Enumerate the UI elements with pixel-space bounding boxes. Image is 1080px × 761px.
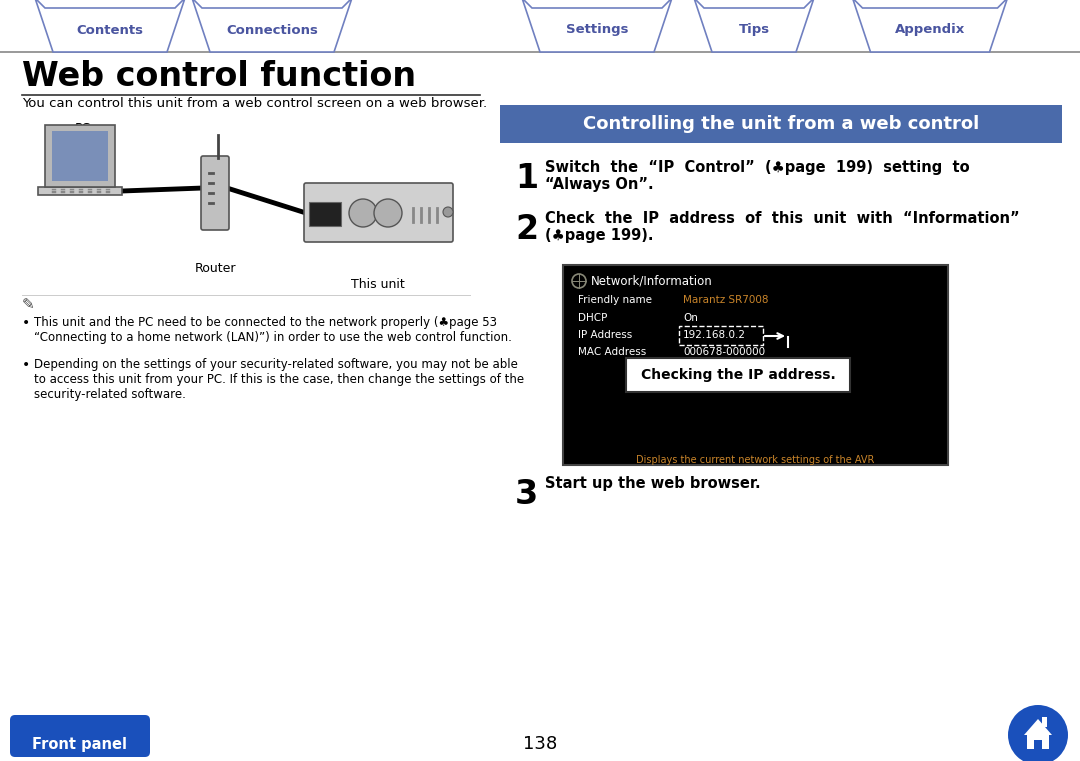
Circle shape — [349, 199, 377, 227]
Text: Start up the web browser.: Start up the web browser. — [545, 476, 760, 491]
Text: Front panel: Front panel — [32, 737, 127, 752]
Text: ✎: ✎ — [22, 297, 35, 312]
Polygon shape — [1027, 735, 1049, 749]
PathPatch shape — [852, 0, 1008, 52]
Text: Network/Information: Network/Information — [591, 275, 713, 288]
Text: 192.168.0.2: 192.168.0.2 — [683, 330, 746, 340]
Text: On: On — [683, 313, 698, 323]
Text: Router: Router — [194, 262, 235, 275]
Text: You can control this unit from a web control screen on a web browser.: You can control this unit from a web con… — [22, 97, 487, 110]
Text: Web control function: Web control function — [22, 60, 416, 93]
Polygon shape — [45, 125, 114, 187]
Text: Displays the current network settings of the AVR: Displays the current network settings of… — [636, 455, 875, 465]
Text: MAC Address: MAC Address — [578, 347, 646, 357]
Text: 000678-000000: 000678-000000 — [683, 347, 765, 357]
Text: Check  the  IP  address  of  this  unit  with  “Information”
(♣page 199).: Check the IP address of this unit with “… — [545, 211, 1020, 244]
FancyBboxPatch shape — [303, 183, 453, 242]
Text: DHCP: DHCP — [578, 313, 607, 323]
Text: Controlling the unit from a web control: Controlling the unit from a web control — [583, 115, 980, 133]
PathPatch shape — [192, 0, 352, 52]
Text: IP Address: IP Address — [578, 330, 632, 340]
Text: Friendly name: Friendly name — [578, 295, 652, 305]
FancyBboxPatch shape — [201, 156, 229, 230]
Text: This unit: This unit — [351, 278, 405, 291]
Polygon shape — [1034, 740, 1042, 749]
Text: •: • — [22, 358, 30, 372]
FancyBboxPatch shape — [626, 358, 850, 392]
Text: •: • — [22, 316, 30, 330]
Text: Settings: Settings — [566, 24, 629, 37]
FancyBboxPatch shape — [309, 202, 341, 226]
Circle shape — [443, 207, 453, 217]
PathPatch shape — [35, 0, 185, 52]
Text: Checking the IP address.: Checking the IP address. — [640, 368, 835, 382]
Polygon shape — [38, 187, 122, 195]
Text: 2: 2 — [515, 213, 538, 246]
Text: 3: 3 — [515, 478, 538, 511]
Circle shape — [374, 199, 402, 227]
Text: Connections: Connections — [226, 24, 318, 37]
PathPatch shape — [522, 0, 672, 52]
Circle shape — [1008, 705, 1068, 761]
Polygon shape — [52, 131, 108, 181]
Text: This unit and the PC need to be connected to the network properly (♣page 53
“Con: This unit and the PC need to be connecte… — [33, 316, 512, 344]
FancyBboxPatch shape — [563, 265, 948, 465]
FancyBboxPatch shape — [500, 105, 1062, 143]
Text: Contents: Contents — [77, 24, 144, 37]
Text: Depending on the settings of your security-related software, you may not be able: Depending on the settings of your securi… — [33, 358, 524, 401]
PathPatch shape — [694, 0, 814, 52]
Text: Appendix: Appendix — [895, 24, 966, 37]
Text: Marantz SR7008: Marantz SR7008 — [683, 295, 769, 305]
Text: PC: PC — [75, 122, 91, 135]
FancyBboxPatch shape — [1042, 717, 1047, 727]
Text: Tips: Tips — [739, 24, 770, 37]
Text: 1: 1 — [515, 162, 538, 195]
FancyBboxPatch shape — [10, 715, 150, 757]
Text: 138: 138 — [523, 735, 557, 753]
Polygon shape — [1024, 719, 1052, 735]
Text: Switch  the  “IP  Control”  (♣page  199)  setting  to
“Always On”.: Switch the “IP Control” (♣page 199) sett… — [545, 160, 970, 193]
